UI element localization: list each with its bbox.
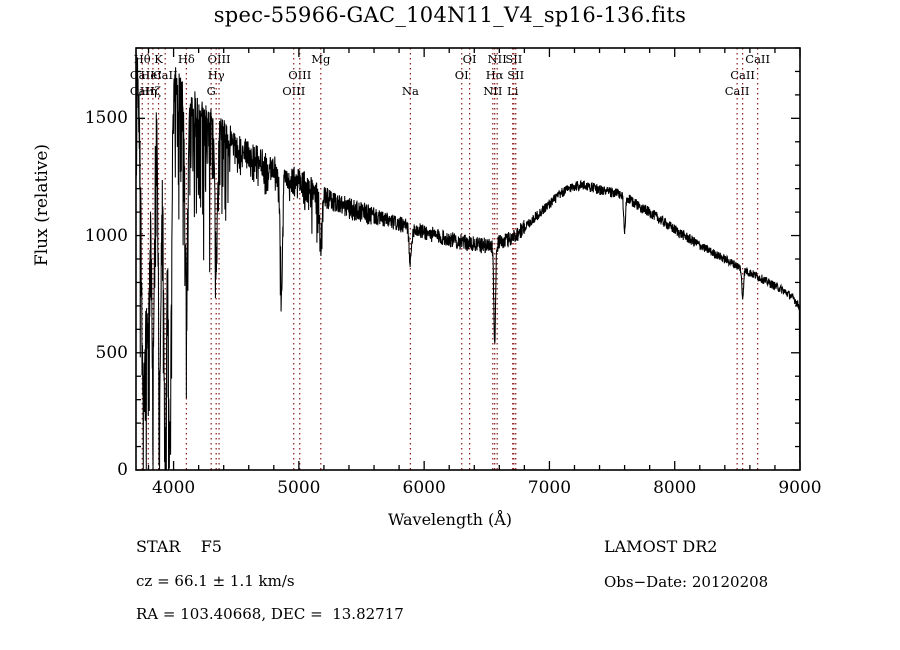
spectral-line-label: OI: [454, 68, 469, 82]
footer-object-type: STAR F5: [136, 537, 222, 556]
x-tick-label: 6000: [402, 478, 446, 498]
x-axis-label: Wavelength (Å): [387, 510, 513, 529]
x-tick-label: 9000: [778, 478, 822, 498]
spectral-line-label: Hα: [485, 68, 504, 82]
spectral-line-label: Hγ: [207, 68, 225, 82]
footer-coords: RA = 103.40668, DEC = 13.82717: [136, 605, 404, 623]
footer-cz: cz = 66.1 ± 1.1 km/s: [136, 572, 295, 590]
spectral-line-label: Li: [507, 84, 519, 98]
y-tick-label: 1500: [84, 108, 128, 129]
spectral-line-label: Na: [401, 84, 419, 98]
spectral-line-label: SII: [507, 68, 525, 82]
x-tick-label: 4000: [151, 478, 196, 498]
plot-frame: [135, 47, 801, 471]
footer-obs-date: Obs−Date: 20120208: [604, 573, 769, 591]
x-tick-label: 7000: [527, 478, 572, 498]
y-tick-label: 0: [117, 460, 128, 480]
y-tick-label: 1000: [84, 225, 128, 246]
x-tick-label: 8000: [653, 478, 697, 498]
footer-survey: LAMOST DR2: [604, 537, 718, 556]
spectral-line-label: CaII: [730, 68, 755, 82]
page-title: spec-55966-GAC_104N11_V4_sp16-136.fits: [213, 3, 687, 27]
spectral-line-label: CaII: [724, 84, 750, 98]
x-tick-label: 5000: [277, 478, 321, 498]
spectral-line-label: HeI: [140, 68, 162, 82]
spectrum-curve: [136, 50, 800, 470]
y-tick-label: 500: [95, 342, 128, 363]
spectral-line-label: G: [206, 84, 216, 98]
